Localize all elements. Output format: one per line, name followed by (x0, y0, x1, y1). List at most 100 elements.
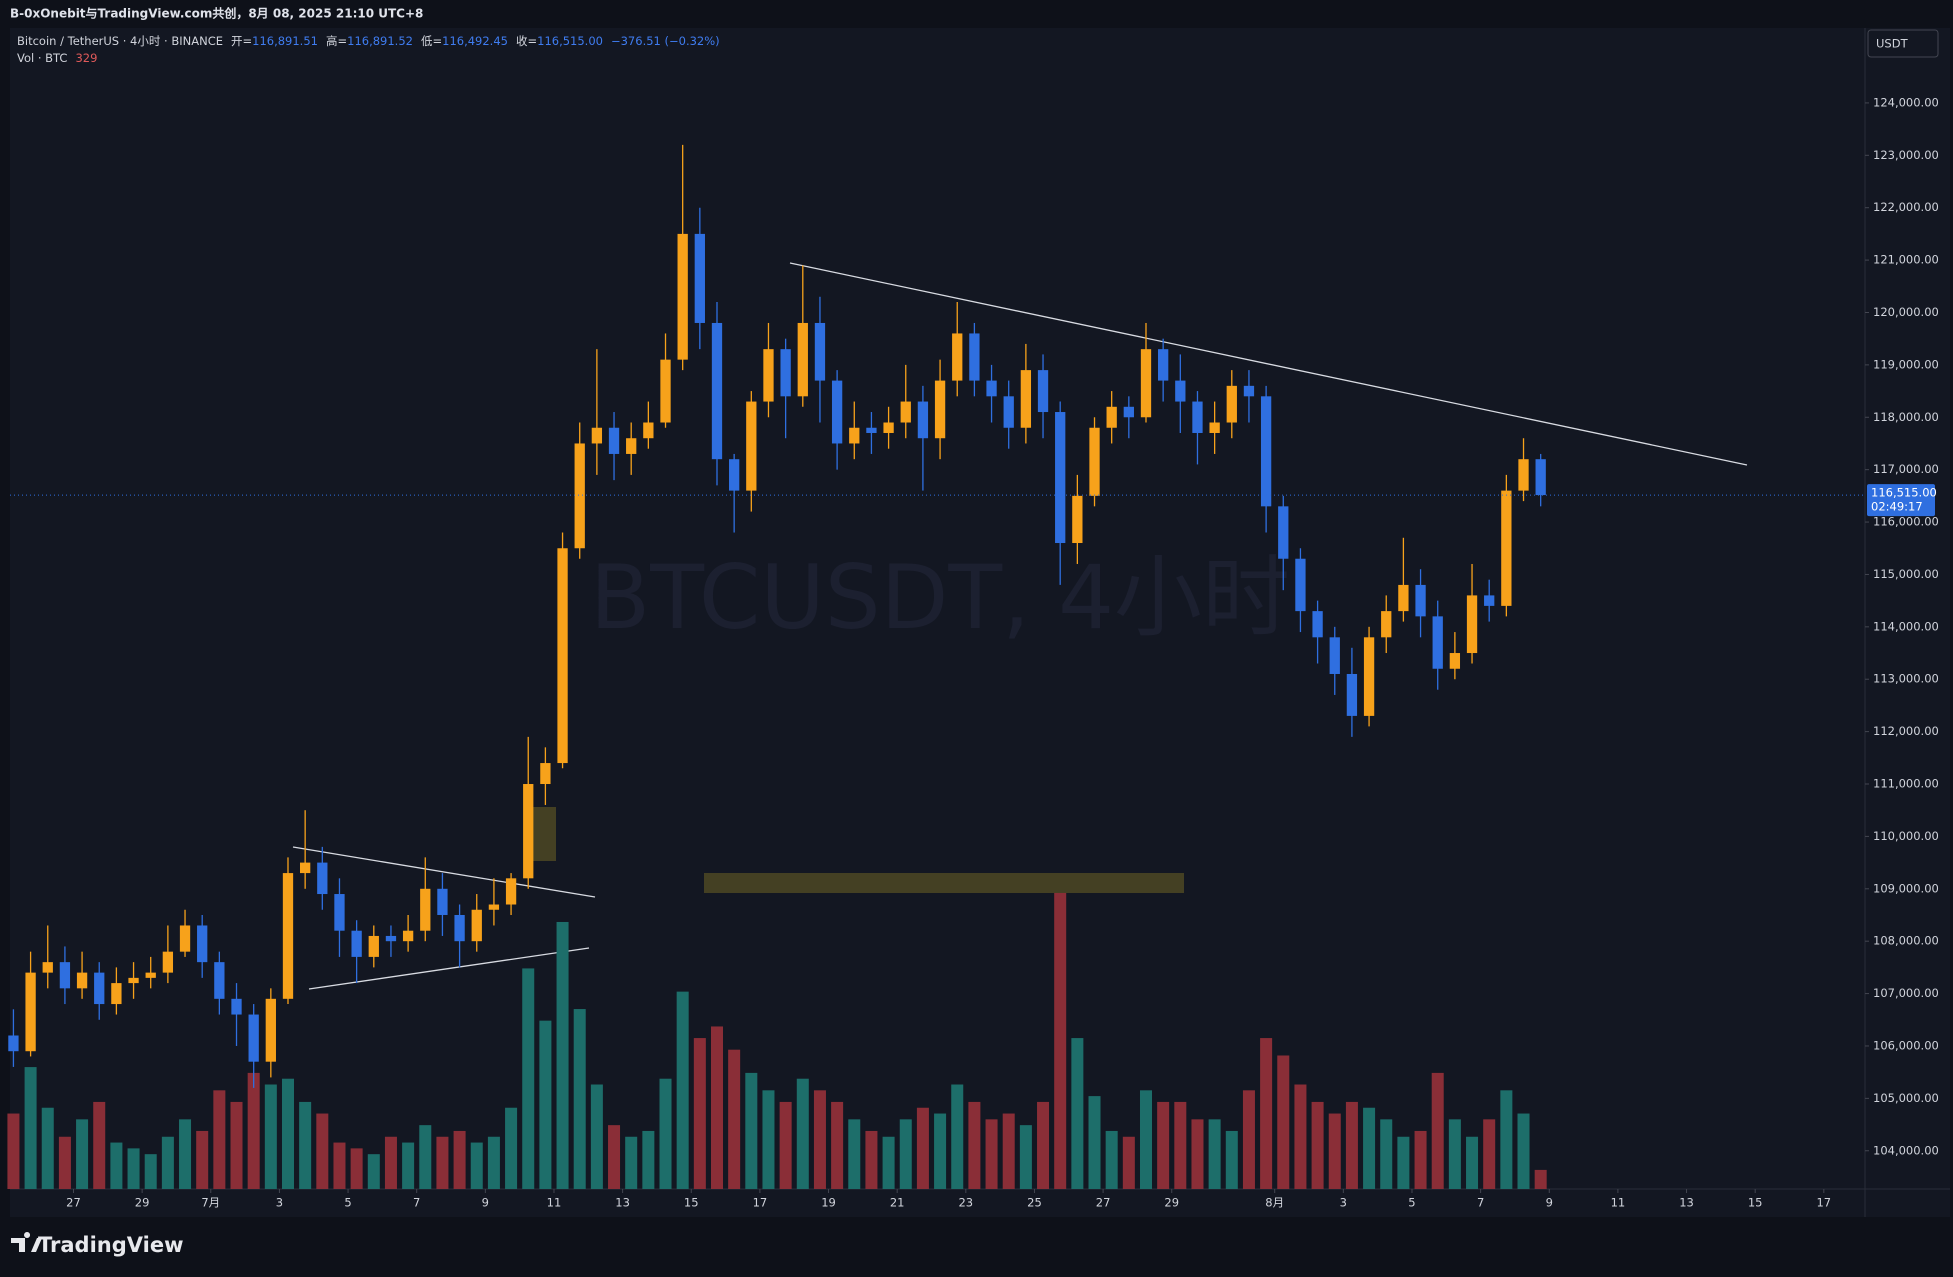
volume-bar (1260, 1038, 1273, 1189)
volume-bar (470, 1142, 483, 1189)
candle-body (111, 983, 122, 1005)
candle-body (1432, 616, 1443, 669)
volume-bar (1139, 1090, 1153, 1189)
currency: USDT (1876, 37, 1909, 51)
x-tick-label: 17 (753, 1196, 768, 1210)
candle-body (471, 909, 482, 942)
volume-bar (453, 1130, 466, 1189)
y-tick-label: 105,000.00 (1873, 1091, 1939, 1105)
volume-value: 329 (75, 51, 97, 65)
y-tick-label: 107,000.00 (1873, 986, 1939, 1000)
candle-body (368, 935, 379, 957)
last-price-label: 116,515.00 (1871, 486, 1937, 500)
y-tick-label: 115,000.00 (1873, 567, 1939, 581)
volume-bar (1088, 1096, 1101, 1189)
candle-body (1158, 349, 1169, 381)
series-layer (7, 144, 1547, 1189)
candle-body (866, 427, 877, 433)
candle-body (1123, 406, 1134, 418)
x-tick-label: 17 (1816, 1196, 1831, 1210)
candle-body (1518, 459, 1529, 491)
candle-body (900, 401, 911, 423)
header-text: B-0xOnebit与TradingView.com共创，8月 08, 2025… (10, 6, 423, 21)
candle-body (1501, 490, 1512, 606)
candle-body (8, 1035, 19, 1052)
ohlc-value: 116,492.45 (442, 34, 508, 48)
candle-body (1020, 370, 1032, 428)
candle-body (626, 438, 637, 454)
candle-body (1363, 637, 1375, 716)
candle-body (351, 930, 362, 957)
candle-body (986, 380, 997, 397)
volume-bar (196, 1130, 209, 1189)
volume-bar (1071, 1038, 1084, 1189)
volume-bar (230, 1101, 243, 1189)
candle-body (574, 443, 585, 549)
candle-body (729, 459, 740, 491)
candle-body (454, 914, 465, 942)
volume-bar (608, 1125, 621, 1189)
candle-body (797, 322, 808, 397)
volume-bar (813, 1090, 826, 1189)
y-tick-label: 121,000.00 (1873, 253, 1939, 267)
y-tick-label: 109,000.00 (1873, 881, 1939, 895)
volume-bar (1157, 1101, 1170, 1189)
volume-bar (951, 1084, 964, 1189)
candle-body (1226, 385, 1237, 423)
currency-box[interactable] (1867, 29, 1939, 58)
time-axis-area (10, 1189, 1950, 1217)
candle-body (883, 422, 894, 433)
volume-bar (916, 1107, 929, 1189)
candle-body (1535, 459, 1546, 496)
candle-body (677, 233, 688, 360)
volume-bar (299, 1101, 312, 1189)
y-tick-label: 111,000.00 (1873, 777, 1939, 791)
symbol: Bitcoin / TetherUS · 4小时 · BINANCE (17, 34, 223, 48)
candle-body (128, 977, 139, 984)
volume-bar (1208, 1119, 1221, 1189)
volume-bar (1397, 1136, 1410, 1189)
volume-bar (899, 1119, 912, 1189)
x-tick-label: 27 (66, 1196, 81, 1210)
last-price-box (1867, 484, 1935, 517)
candle-body (1243, 385, 1255, 397)
candle-body (1381, 611, 1392, 638)
volume-bar (350, 1148, 363, 1189)
volume-bar (693, 1038, 706, 1189)
volume-bar (1225, 1130, 1238, 1189)
candle-body (952, 333, 963, 381)
x-tick-label: 7 (1477, 1196, 1484, 1210)
volume-bar (1277, 1055, 1290, 1189)
ohlc-label: 低= (421, 34, 442, 48)
volume-bar (281, 1078, 294, 1189)
volume-bar (1294, 1084, 1307, 1189)
y-tick-label: 108,000.00 (1873, 934, 1939, 948)
trend-line (789, 262, 1748, 466)
x-tick-label: 8月 (1265, 1196, 1284, 1210)
y-tick-label: 114,000.00 (1873, 619, 1939, 633)
volume-bar (831, 1101, 844, 1189)
candle-body (402, 930, 414, 942)
x-tick-label: 5 (1408, 1196, 1415, 1210)
y-tick-label: 118,000.00 (1873, 410, 1939, 424)
candle-body (1209, 422, 1220, 433)
x-tick-label: 15 (684, 1196, 699, 1210)
volume-bar (161, 1136, 174, 1189)
volume-bar (539, 1020, 552, 1189)
volume-bar (41, 1107, 54, 1189)
volume-bar (1517, 1113, 1530, 1189)
volume-bar (1242, 1090, 1255, 1189)
x-tick-label: 25 (1027, 1196, 1042, 1210)
candle-body (557, 548, 568, 764)
volume-bar (1054, 892, 1067, 1189)
volume-bar (1191, 1119, 1204, 1189)
volume-bar (367, 1154, 380, 1189)
volume-bar (556, 921, 569, 1189)
candle-body (814, 322, 826, 381)
x-tick-label: 21 (890, 1196, 905, 1210)
volume-bar (745, 1072, 758, 1189)
candle-body (711, 322, 723, 460)
volume-bar (24, 1067, 37, 1189)
x-tick-label: 27 (1096, 1196, 1111, 1210)
